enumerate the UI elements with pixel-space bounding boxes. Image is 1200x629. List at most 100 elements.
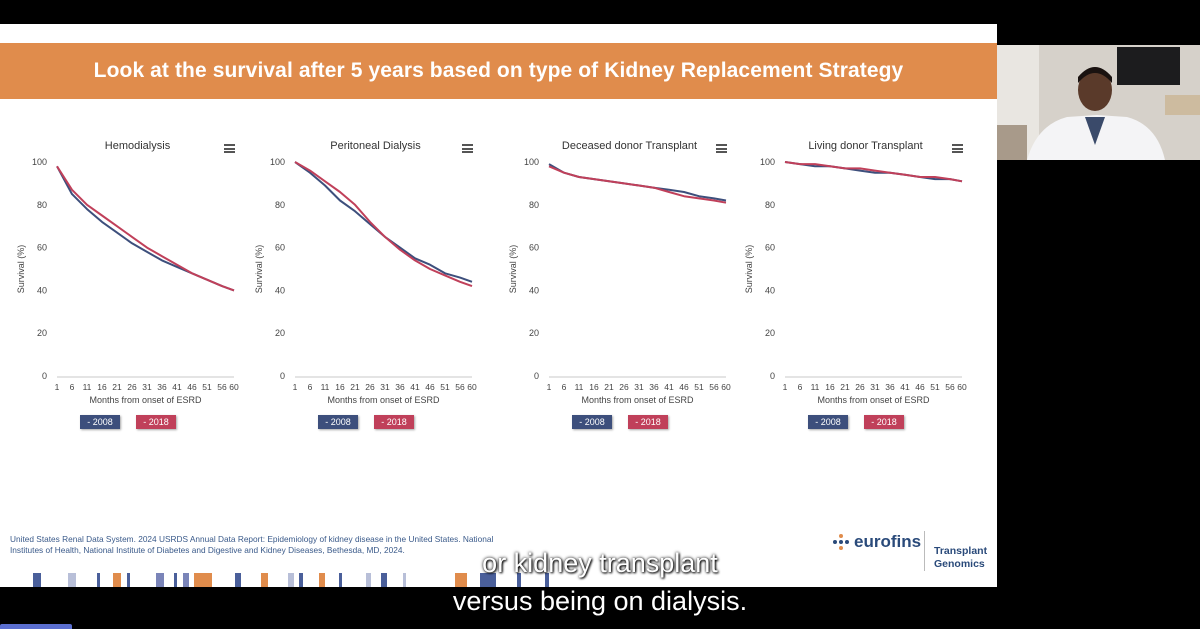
y-tick-label: 80 — [529, 200, 539, 210]
y-tick-label: 80 — [275, 200, 285, 210]
chart-title: Deceased donor Transplant — [562, 140, 697, 152]
hamburger-menu-icon[interactable] — [952, 144, 963, 153]
legend-toggle-2008[interactable]: - 2008 — [80, 415, 120, 429]
series-line-2018 — [784, 161, 963, 183]
y-tick-label: 100 — [760, 157, 775, 167]
presentation-slide: Look at the survival after 5 years based… — [0, 24, 997, 587]
x-tick-label: 6 — [798, 382, 803, 392]
legend-toggle-2018[interactable]: - 2018 — [628, 415, 668, 429]
eurofins-dots-icon — [832, 533, 850, 551]
tg-line-1: Transplant — [934, 545, 988, 557]
y-tick-label: 20 — [529, 328, 539, 338]
x-tick-label: 1 — [55, 382, 60, 392]
y-axis-label: Survival (%) — [254, 245, 264, 294]
x-tick-label: 21 — [604, 382, 614, 392]
x-tick-label: 60 — [467, 382, 477, 392]
x-tick-label: 26 — [619, 382, 629, 392]
x-tick-label: 26 — [855, 382, 865, 392]
legend-toggle-2018[interactable]: - 2018 — [136, 415, 176, 429]
series-line-2008 — [56, 165, 235, 292]
x-tick-label: 21 — [840, 382, 850, 392]
x-tick-label: 1 — [547, 382, 552, 392]
y-tick-label: 40 — [37, 285, 47, 295]
x-tick-label: 36 — [649, 382, 659, 392]
y-tick-label: 0 — [534, 371, 539, 381]
eurofins-wordmark: eurofins — [854, 532, 922, 551]
legend-toggle-2008[interactable]: - 2008 — [572, 415, 612, 429]
x-tick-label: 26 — [127, 382, 137, 392]
x-tick-label: 11 — [811, 382, 820, 392]
y-tick-label: 0 — [280, 371, 285, 381]
y-tick-label: 0 — [770, 371, 775, 381]
chart-svg: Deceased donor Transplant 0 20 40 60 80 100 Sur… — [508, 140, 731, 405]
x-tick-label: 11 — [83, 382, 92, 392]
x-tick-label: 36 — [395, 382, 405, 392]
chart-1: Peritoneal Dialysis 0 20 40 60 80 100 Survival … — [238, 24, 498, 464]
subtitle-line-2: versus being on dialysis. — [452, 586, 748, 616]
series-line-2018 — [294, 161, 473, 288]
y-tick-label: 100 — [32, 157, 47, 167]
series-line-2008 — [784, 161, 963, 183]
x-tick-label: 56 — [455, 382, 465, 392]
y-tick-label: 0 — [42, 371, 47, 381]
series-line-2008 — [548, 163, 727, 202]
slide-title: Look at the survival after 5 years based… — [93, 59, 904, 82]
y-tick-label: 100 — [524, 157, 539, 167]
x-tick-label: 11 — [321, 382, 330, 392]
x-tick-label: 56 — [709, 382, 719, 392]
x-tick-label: 26 — [365, 382, 375, 392]
presenter-video-feed — [997, 45, 1200, 160]
y-tick-label: 60 — [275, 243, 285, 253]
legend-toggle-2018[interactable]: - 2018 — [374, 415, 414, 429]
y-tick-label: 80 — [765, 200, 775, 210]
y-tick-label: 60 — [529, 243, 539, 253]
x-tick-label: 16 — [335, 382, 345, 392]
x-tick-label: 36 — [157, 382, 167, 392]
x-tick-label: 6 — [308, 382, 313, 392]
x-tick-label: 51 — [440, 382, 450, 392]
x-axis-label: Months from onset of ESRD — [327, 395, 440, 405]
x-tick-label: 1 — [783, 382, 788, 392]
x-tick-label: 56 — [945, 382, 955, 392]
taskbar-tab[interactable] — [0, 624, 72, 629]
y-tick-label: 60 — [37, 243, 47, 253]
chart-title: Living donor Transplant — [808, 140, 922, 152]
x-tick-label: 31 — [142, 382, 152, 392]
x-tick-label: 16 — [589, 382, 599, 392]
y-tick-label: 100 — [270, 157, 285, 167]
chart-2: Deceased donor Transplant 0 20 40 60 80 100 Sur… — [492, 24, 752, 464]
eurofins-logo: eurofins — [832, 532, 921, 552]
x-tick-label: 46 — [187, 382, 197, 392]
legend-toggle-2008[interactable]: - 2008 — [318, 415, 358, 429]
hamburger-menu-icon[interactable] — [224, 144, 235, 153]
logo-divider — [924, 531, 925, 571]
x-axis-label: Months from onset of ESRD — [817, 395, 930, 405]
x-tick-label: 1 — [293, 382, 298, 392]
x-tick-label: 56 — [217, 382, 227, 392]
tg-line-2: Genomics — [934, 558, 985, 570]
chart-title: Hemodialysis — [105, 140, 171, 152]
x-tick-label: 46 — [679, 382, 689, 392]
y-tick-label: 40 — [275, 285, 285, 295]
chart-svg: Peritoneal Dialysis 0 20 40 60 80 100 Survival … — [254, 140, 477, 405]
x-tick-label: 51 — [202, 382, 212, 392]
y-axis-label: Survival (%) — [744, 245, 754, 294]
x-tick-label: 60 — [957, 382, 967, 392]
citation-text: United States Renal Data System. 2024 US… — [10, 534, 494, 555]
chart-svg: Living donor Transplant 0 20 40 60 80 100 Survi… — [744, 140, 967, 405]
chart-3: Living donor Transplant 0 20 40 60 80 100 Survi… — [728, 24, 988, 464]
decorative-stripes — [0, 573, 560, 587]
chart-0: Hemodialysis 0 20 40 60 80 100 Survival (%) 1 6 11… — [0, 24, 260, 464]
x-tick-label: 21 — [350, 382, 360, 392]
legend-toggle-2018[interactable]: - 2018 — [864, 415, 904, 429]
hamburger-menu-icon[interactable] — [716, 144, 727, 153]
hamburger-menu-icon[interactable] — [462, 144, 473, 153]
x-tick-label: 51 — [694, 382, 704, 392]
chart-title: Peritoneal Dialysis — [330, 140, 421, 152]
x-tick-label: 41 — [664, 382, 674, 392]
slide-title-banner: Look at the survival after 5 years based… — [0, 43, 997, 99]
y-axis-label: Survival (%) — [16, 245, 26, 294]
legend-toggle-2008[interactable]: - 2008 — [808, 415, 848, 429]
x-tick-label: 31 — [870, 382, 880, 392]
x-tick-label: 41 — [900, 382, 910, 392]
